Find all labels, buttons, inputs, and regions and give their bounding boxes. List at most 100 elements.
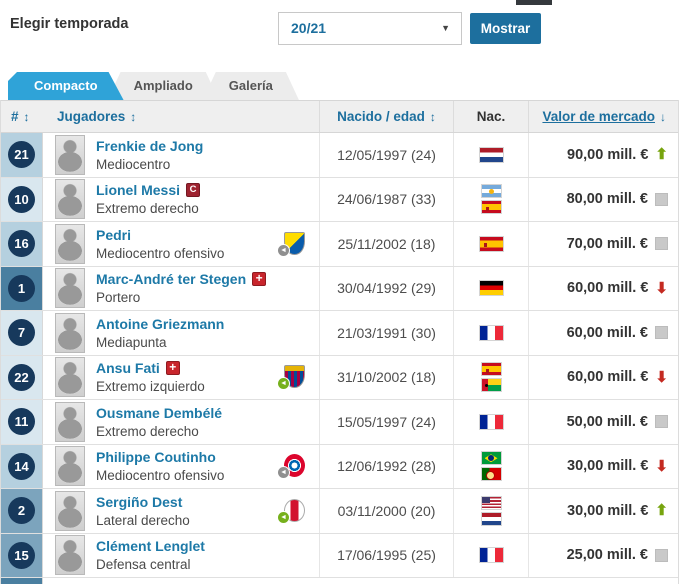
shirt-number: 16 — [8, 230, 35, 258]
barcelona-crest-icon[interactable]: ◄ — [277, 365, 305, 391]
transfer-arrow-icon: ◄ — [277, 243, 290, 257]
player-name-link[interactable]: Sergiño Dest — [96, 493, 183, 510]
chevron-down-icon: ▼ — [441, 23, 450, 33]
view-tabs: Compacto Ampliado Galería — [8, 72, 283, 100]
player-photo[interactable] — [55, 179, 85, 220]
player-info: Sergiño Dest Lateral derecho — [96, 494, 190, 528]
market-value: 30,00 mill. € — [567, 502, 649, 519]
header-nationality: Nac. — [453, 101, 528, 132]
birthdate-age: 12/05/1997 (24) — [319, 133, 453, 177]
nationality-cell — [453, 311, 528, 355]
market-value: 60,00 mill. € — [567, 369, 649, 386]
shirt-number-cell: 16 — [1, 222, 43, 266]
header-born-age[interactable]: Nacido / edad ↕ — [319, 101, 453, 132]
trend-same-icon — [655, 237, 668, 251]
player-cell: Sergiño Dest Lateral derecho ◄ — [43, 489, 319, 533]
header-players[interactable]: Jugadores ↕ — [57, 109, 137, 124]
player-info: Philippe Coutinho Mediocentro ofensivo — [96, 449, 224, 483]
trend-down-icon: ⬇ — [655, 457, 668, 475]
ajax-crest-icon[interactable]: ◄ — [277, 498, 305, 524]
player-name-link[interactable]: Marc-André ter Stegen + — [96, 271, 267, 287]
player-info: Antoine Griezmann Mediapunta — [96, 316, 224, 350]
flag-es-icon — [478, 235, 504, 252]
table-row: 16 Pedri Mediocentro ofensivo ◄ 25/11/2002 (… — [1, 222, 678, 267]
flag-fr-icon — [478, 324, 504, 341]
captain-badge: C — [186, 183, 201, 198]
player-name-link[interactable]: Frenkie de Jong — [96, 137, 204, 154]
flag-br-icon — [480, 451, 502, 466]
player-name-link[interactable]: Ansu Fati + — [96, 360, 205, 376]
transfer-arrow-icon: ◄ — [277, 466, 290, 480]
player-photo[interactable] — [55, 535, 85, 576]
player-name-link[interactable]: Clément Lenglet — [96, 538, 205, 555]
player-photo[interactable] — [55, 268, 85, 309]
nationality-cell — [453, 489, 528, 533]
shirt-number-cell: 2 — [1, 489, 43, 533]
player-name-link[interactable]: Philippe Coutinho — [96, 449, 216, 466]
player-info: Ansu Fati + Extremo izquierdo — [96, 360, 205, 394]
player-info: Lionel Messi C Extremo derecho — [96, 182, 201, 217]
birthdate-age: 25/11/2002 (18) — [319, 222, 453, 266]
shirt-number: 10 — [8, 185, 35, 213]
trend-up-icon: ⬆ — [655, 146, 668, 164]
player-photo[interactable] — [55, 357, 85, 398]
tab-compacto[interactable]: Compacto — [8, 72, 124, 100]
player-photo[interactable] — [55, 312, 85, 353]
shirt-number: 15 — [8, 541, 35, 569]
player-name-link[interactable]: Antoine Griezmann — [96, 315, 225, 332]
market-value-cell: 25,00 mill. € — [528, 533, 678, 577]
flag-fr-icon — [478, 413, 504, 430]
tab-galería[interactable]: Galería — [203, 72, 299, 100]
flag-stack — [480, 451, 502, 482]
tab-ampliado[interactable]: Ampliado — [108, 72, 219, 100]
player-photo[interactable] — [55, 223, 85, 264]
market-value: 70,00 mill. € — [566, 235, 648, 252]
player-position: Extremo derecho — [96, 423, 199, 439]
flag-nl-icon — [480, 511, 502, 526]
header-number[interactable]: # ↕ — [11, 109, 30, 124]
player-cell: Antoine Griezmann Mediapunta — [43, 311, 319, 355]
nationality-cell — [453, 177, 528, 221]
flag-nl-icon — [478, 146, 504, 163]
shirt-number: 21 — [8, 141, 35, 169]
shirt-number-cell: 10 — [1, 177, 43, 221]
shirt-number: 14 — [8, 452, 35, 480]
player-position: Mediapunta — [96, 334, 167, 350]
bayern-crest-icon[interactable]: ◄ — [277, 454, 305, 480]
player-cell: Philippe Coutinho Mediocentro ofensivo ◄ — [43, 445, 319, 489]
market-value-cell: 60,00 mill. € ⬇ — [528, 266, 678, 310]
shirt-number-cell: 7 — [1, 311, 43, 355]
player-name-link[interactable]: Pedri — [96, 226, 132, 243]
player-cell: Frenkie de Jong Mediocentro — [43, 133, 319, 177]
player-cell: Ousmane Dembélé Extremo derecho — [43, 400, 319, 444]
table-body: 21 Frenkie de Jong Mediocentro 12/05/1997 (… — [1, 133, 678, 578]
shirt-number: 22 — [8, 363, 35, 391]
table-row: 10 Lionel Messi C Extremo derecho 24/06/1987… — [1, 177, 678, 222]
cutoff-element — [516, 0, 552, 5]
table-row: 11 Ousmane Dembélé Extremo derecho 15/05/19… — [1, 400, 678, 445]
market-value: 60,00 mill. € — [567, 280, 649, 297]
player-position: Extremo derecho — [96, 201, 199, 217]
flag-pt-icon — [480, 467, 502, 482]
trend-same-icon — [655, 326, 668, 340]
season-select[interactable]: 20/21 ▼ — [278, 12, 462, 45]
injury-icon: + — [252, 272, 267, 287]
player-position: Lateral derecho — [96, 512, 190, 528]
las-palmas-crest-icon[interactable]: ◄ — [277, 231, 305, 257]
show-button[interactable]: Mostrar — [470, 13, 541, 44]
player-name-link[interactable]: Lionel Messi C — [96, 182, 201, 198]
player-name-link[interactable]: Ousmane Dembélé — [96, 404, 223, 421]
player-photo[interactable] — [55, 401, 85, 442]
player-position: Extremo izquierdo — [96, 379, 205, 395]
header-market-value[interactable]: Valor de mercado ↓ — [528, 101, 678, 132]
player-photo[interactable] — [55, 490, 85, 531]
player-photo[interactable] — [55, 134, 85, 175]
market-value-cell: 70,00 mill. € — [528, 222, 678, 266]
birthdate-age: 15/05/1997 (24) — [319, 400, 453, 444]
season-select-value: 20/21 — [291, 20, 327, 36]
birthdate-age: 12/06/1992 (28) — [319, 444, 453, 488]
player-photo[interactable] — [55, 446, 85, 487]
sort-icon: ↕ — [130, 109, 137, 124]
birthdate-age: 17/06/1995 (25) — [319, 533, 453, 577]
shirt-number-cell: 22 — [1, 355, 43, 399]
